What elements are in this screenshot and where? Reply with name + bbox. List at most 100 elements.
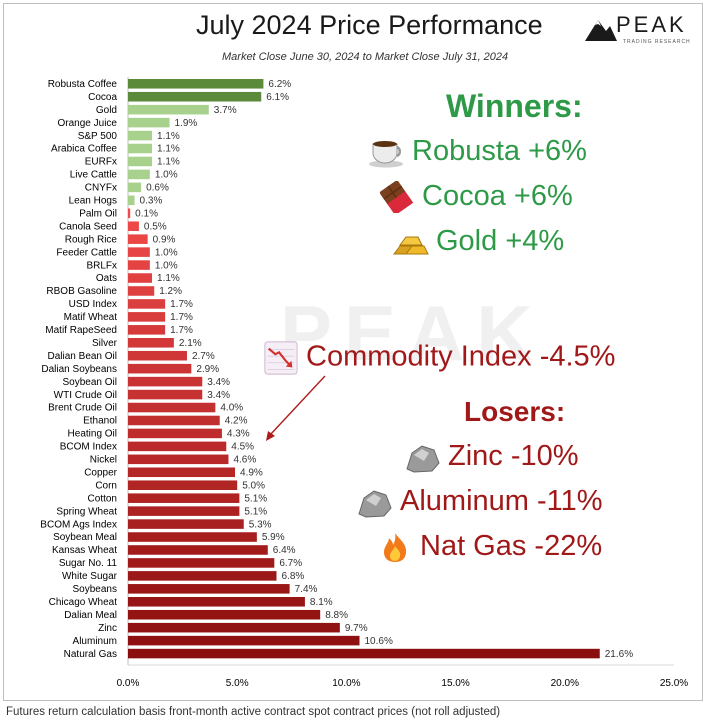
category-label: Rough Rice	[65, 234, 118, 245]
loser-label: Aluminum -11%	[400, 485, 603, 517]
winner-item-cocoa: Cocoa +6%	[378, 180, 573, 214]
bar-orange-juice	[128, 117, 170, 128]
x-tick-label: 20.0%	[551, 678, 579, 689]
bar-eurfx	[128, 156, 153, 167]
bar-chicago-wheat	[128, 597, 305, 607]
data-label: 10.6%	[365, 636, 393, 647]
bar-nickel	[128, 454, 229, 465]
category-label: Oats	[96, 273, 117, 284]
loser-item-aluminum: Aluminum -11%	[356, 485, 603, 518]
x-tick-label: 15.0%	[441, 678, 469, 689]
commodity-index-label: Commodity Index -4.5%	[306, 340, 616, 373]
bar-sugar-no-11	[128, 558, 275, 568]
bar-copper	[128, 467, 236, 478]
category-label: Canola Seed	[59, 221, 117, 232]
data-label: 5.1%	[244, 506, 267, 517]
bar-spring-wheat	[128, 506, 240, 516]
category-label: Gold	[96, 105, 117, 116]
category-label: RBOB Gasoline	[46, 286, 117, 297]
data-label: 1.0%	[155, 247, 178, 258]
data-label: 3.7%	[214, 105, 237, 116]
bar-kansas-wheat	[128, 545, 268, 555]
data-label: 6.4%	[273, 545, 296, 556]
callout-arrow-head	[266, 431, 275, 441]
bar-wti-crude-oil	[128, 389, 203, 400]
loser-item-natgas: Nat Gas -22%	[376, 530, 602, 563]
bar-natural-gas	[128, 648, 600, 659]
bar-aluminum	[128, 635, 360, 646]
chocolate-bar-icon	[379, 181, 414, 214]
bar-canola-seed	[128, 221, 139, 231]
bar-brlfx	[128, 260, 150, 270]
category-label: Feeder Cattle	[56, 247, 117, 258]
bar-cotton	[128, 493, 240, 503]
data-label: 6.2%	[268, 79, 291, 90]
category-label: Kansas Wheat	[52, 545, 117, 556]
bar-oats	[128, 273, 153, 283]
chart-decreasing-icon	[264, 341, 298, 375]
category-label: Cocoa	[88, 92, 117, 103]
data-label: 1.7%	[170, 325, 193, 336]
bar-live-cattle	[128, 169, 150, 180]
category-label: USD Index	[69, 299, 117, 310]
category-label: Natural Gas	[64, 649, 117, 660]
category-label: Spring Wheat	[56, 506, 117, 517]
commodity-index-callout: Commodity Index -4.5%	[262, 340, 615, 376]
fire-icon	[384, 533, 407, 563]
data-label: 1.0%	[155, 260, 178, 271]
data-label: 2.1%	[179, 338, 202, 349]
bar-soybean-oil	[128, 376, 203, 387]
winner-label: Cocoa +6%	[422, 180, 573, 212]
bar-soybean-meal	[128, 532, 257, 542]
bar-heating-oil	[128, 428, 222, 439]
page-title: July 2024 Price Performance	[196, 10, 543, 40]
bar-dalian-meal	[128, 609, 321, 620]
callout-arrow-line	[269, 375, 326, 436]
data-label: 8.1%	[310, 597, 333, 608]
bar-silver	[128, 338, 174, 348]
loser-label: Nat Gas -22%	[420, 530, 603, 562]
category-label: S&P 500	[78, 131, 118, 142]
category-label: Orange Juice	[58, 118, 118, 129]
data-label: 8.8%	[325, 610, 348, 621]
bar-robusta-coffee	[128, 79, 264, 89]
category-label: Soybean Oil	[63, 377, 117, 388]
data-label: 5.3%	[249, 519, 272, 530]
bar-palm-oil	[128, 208, 131, 219]
bar-lean-hogs	[128, 195, 135, 206]
data-label: 1.1%	[157, 157, 180, 168]
logo-word: PEAK	[616, 12, 687, 37]
data-label: 21.6%	[605, 649, 633, 660]
category-label: Matif RapeSeed	[45, 325, 117, 336]
category-label: Lean Hogs	[69, 196, 117, 207]
data-label: 4.0%	[220, 403, 243, 414]
data-label: 5.1%	[244, 493, 267, 504]
loser-label: Zinc -10%	[448, 440, 579, 472]
peak-logo: PEAK TRADING RESEARCH	[584, 12, 694, 46]
rock-icon	[406, 445, 440, 473]
category-label: Sugar No. 11	[59, 558, 118, 569]
x-tick-label: 10.0%	[332, 678, 360, 689]
data-label: 1.9%	[174, 118, 197, 129]
data-label: 4.9%	[240, 467, 263, 478]
winner-item-robusta: Robusta +6%	[368, 135, 587, 168]
category-label: Copper	[84, 467, 117, 478]
category-label: Corn	[95, 480, 117, 491]
bar-cnyfx	[128, 182, 142, 193]
data-label: 1.0%	[155, 170, 178, 181]
data-label: 0.9%	[153, 234, 176, 245]
rock-icon	[358, 490, 392, 518]
bar-soybeans	[128, 584, 290, 594]
category-label: WTI Crude Oil	[54, 390, 117, 401]
data-label: 0.3%	[140, 196, 163, 207]
category-label: Arabica Coffee	[51, 144, 117, 155]
bar-feeder-cattle	[128, 247, 150, 257]
coffee-cup-icon	[369, 141, 403, 168]
data-label: 9.7%	[345, 623, 368, 634]
category-label: BCOM Ags Index	[40, 519, 117, 530]
winner-label: Gold +4%	[436, 225, 565, 257]
category-label: Silver	[92, 338, 118, 349]
bar-dalian-soybeans	[128, 363, 192, 374]
bar-dalian-bean-oil	[128, 350, 187, 361]
